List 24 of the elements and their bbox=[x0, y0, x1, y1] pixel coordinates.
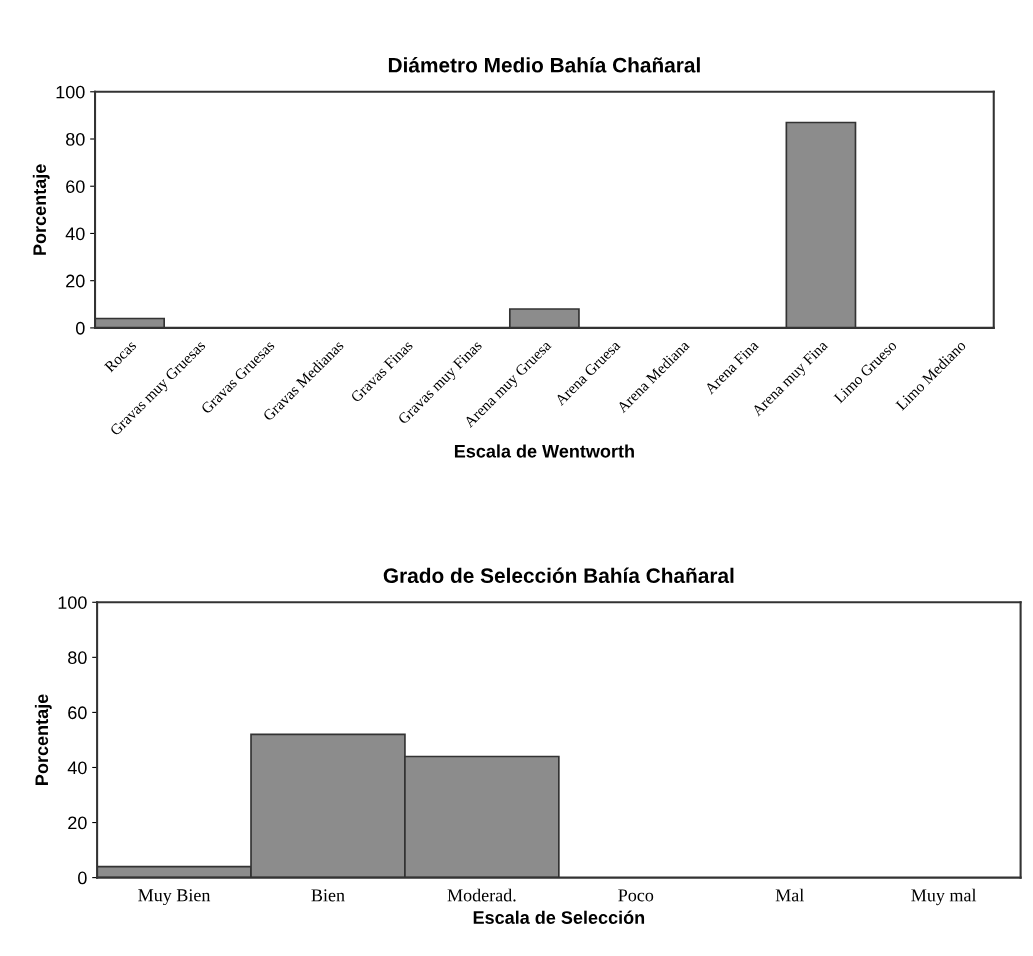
y-tick-label: 80 bbox=[66, 132, 85, 146]
chart-title: Diámetro Medio Bahía Chañaral bbox=[388, 57, 700, 73]
x-tick-label: Moderad. bbox=[447, 888, 516, 902]
y-tick-label: 60 bbox=[68, 706, 87, 720]
x-tick-label: Muy mal bbox=[911, 888, 977, 906]
y-tick-label: 20 bbox=[68, 816, 87, 830]
x-tick-label: Poco bbox=[618, 889, 654, 902]
x-axis-title: Escala de Wentworth bbox=[454, 444, 634, 458]
chart-title: Grado de Selección Bahía Chañaral bbox=[383, 567, 734, 584]
y-axis-title: Porcentaje bbox=[32, 164, 50, 255]
y-tick-label: 100 bbox=[58, 596, 87, 609]
x-tick-label: Muy Bien bbox=[138, 889, 211, 906]
y-tick-label: 60 bbox=[66, 180, 85, 193]
y-tick-label: 0 bbox=[78, 871, 87, 885]
y-tick-label: 20 bbox=[66, 274, 85, 288]
y-tick-label: 40 bbox=[67, 761, 87, 775]
y-tick-label: 40 bbox=[65, 227, 85, 241]
x-axis-title: Escala de Selección bbox=[473, 910, 645, 924]
y-tick-label: 0 bbox=[75, 321, 85, 335]
y-tick-label: 80 bbox=[68, 651, 87, 665]
y-tick-label: 100 bbox=[56, 85, 85, 99]
x-tick-label: Bien bbox=[311, 889, 345, 902]
x-tick-label: Mal bbox=[775, 888, 804, 902]
y-axis-title: Porcentaje bbox=[34, 694, 52, 785]
